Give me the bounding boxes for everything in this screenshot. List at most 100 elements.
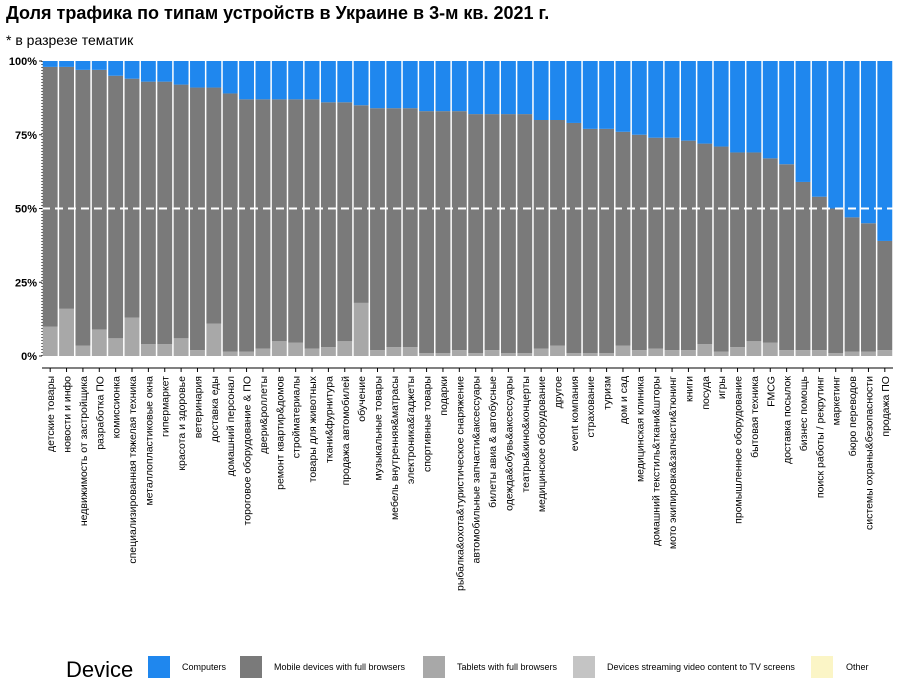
bar-segment [615,61,631,132]
bar-segment [255,61,271,100]
bar-segment [779,164,795,351]
bar-segment [861,61,876,224]
legend-label-computers: Computers [182,662,227,672]
bar-segment [386,61,402,109]
x-tick-label: рыбалка&охота&туристическое снаряжение [454,376,466,591]
x-tick-label: системы охраны&безопасности [863,376,875,530]
bar-segment [779,61,795,165]
bar-segment [713,351,729,356]
bar-segment [124,78,140,318]
bar-segment [631,134,647,351]
x-tick-label: тороговое оборудование & ПО [242,376,254,525]
bar-segment [795,350,811,356]
bar-segment [844,61,860,218]
bar-segment [271,341,287,356]
bar-segment [435,353,451,356]
bar-segment [730,61,745,153]
legend: Device Computers Mobile devices with ful… [0,652,900,688]
bar-segment [746,61,762,153]
x-tick-label: другое [553,376,565,409]
bar-segment [75,345,91,356]
bar-segment [239,61,254,100]
bar-segment [59,61,74,67]
bar-segment [615,345,631,356]
bar-segment [173,61,189,85]
bar-segment [599,61,615,129]
x-tick-label: электроника&гаджеты [405,376,417,484]
bar-segment [320,102,336,348]
legend-key-mobile [240,656,262,678]
bar-segment [500,114,516,354]
bar-segment [206,87,222,324]
bar-segment [304,348,320,357]
bar-segment [190,61,205,88]
y-tick-label: 0% [21,351,37,363]
bar-segment [419,353,435,356]
x-tick-label: театры&кино&концерты [520,376,532,493]
bar-segment [337,102,353,342]
bar-segment [108,61,124,76]
bar-segment [288,99,304,343]
bar-segment [419,111,435,354]
x-tick-label: домашний персонал [225,376,237,476]
bar-segment [108,338,124,356]
bar-segment [190,350,205,356]
legend-title: Device [66,657,134,682]
x-tick-label: игры [716,376,728,399]
bar-segment [599,128,615,354]
bar-segment [451,350,467,356]
x-tick-label: металлопластиковые окна [143,376,155,506]
y-tick-label: 75% [15,130,37,142]
bar-segment [517,114,533,354]
bar-segment [648,348,664,357]
bar-segment [59,308,74,356]
x-tick-label: новости и инфо [62,376,74,453]
bar-segment [730,152,745,348]
x-tick-label: домашний текстиль&ткани&шторы [651,376,663,546]
bar-segment [550,61,565,120]
bar-segment [828,61,844,209]
bar-segment [419,61,435,112]
bar-segment [844,217,860,352]
x-tick-label: дом и сад [618,376,630,424]
bar-segment [599,353,615,356]
bar-segment [353,302,369,356]
bar-segment [59,66,74,309]
x-tick-label: доставка еды [209,376,221,442]
bar-segment [157,81,173,345]
x-tick-label: продажа автомобилей [340,376,352,486]
x-tick-label: event компания [569,376,581,451]
bar-segment [468,61,484,115]
bar-segment [550,345,565,356]
bar-segment [353,105,369,303]
x-tick-label: спортивные товары [422,376,434,472]
bar-segment [91,61,107,70]
bar-segment [108,75,124,339]
bar-segment [206,323,222,356]
legend-key-other [811,656,833,678]
bar-segment [255,99,271,349]
bar-segment [239,99,254,352]
bar-segment [533,61,549,120]
bar-segment [811,350,827,356]
x-tick-label: медицинское оборудование [536,376,548,512]
bar-segment [877,61,893,241]
x-tick-label: красота и здоровье [176,376,188,471]
bar-segment [320,347,336,356]
bar-segment [353,61,369,106]
bar-segment [681,350,696,356]
bar-segment [713,146,729,352]
bar-segment [844,351,860,356]
bar-segment [173,338,189,356]
bar-segment [861,223,876,352]
bar-segment [271,99,287,342]
bar-segment [730,347,745,356]
bar-segment [533,348,549,357]
x-tick-label: детские товары [45,376,57,452]
bar-segment [435,61,451,112]
bar-segment [877,240,893,351]
bar-segment [157,344,173,356]
bar-segment [533,120,549,349]
bar-segment [140,61,156,82]
y-tick-label: 50% [15,204,37,216]
